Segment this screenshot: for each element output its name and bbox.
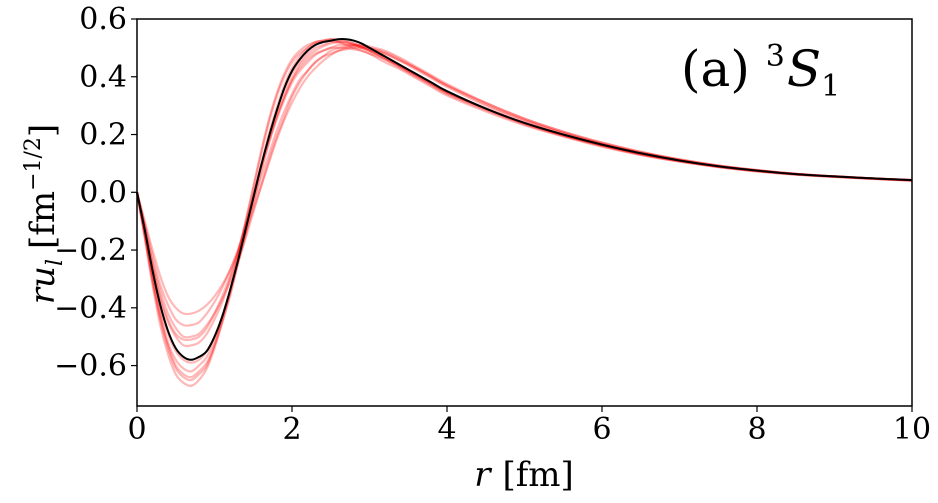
x-tick-label: 10: [893, 412, 931, 447]
x-tick-label: 4: [437, 412, 456, 447]
y-tick-label: −0.4: [54, 291, 127, 326]
y-axis-label-sub: l: [43, 259, 68, 266]
x-axis-label: r [fm]: [474, 455, 574, 495]
central-curve: [136, 38, 913, 361]
panel-annotation-sub: 1: [821, 69, 840, 104]
y-axis-label-unit-close: ]: [23, 124, 63, 137]
y-tick-label: −0.2: [54, 233, 127, 268]
y-tick-label: 0.0: [79, 175, 127, 210]
y-tick-label: −0.6: [54, 349, 127, 384]
y-axis-label-unit-sup: −1/2: [21, 137, 46, 191]
x-tick-label: 8: [747, 412, 766, 447]
y-axis-label: rul [fm−1/2]: [21, 124, 68, 304]
panel-annotation-base: S: [787, 40, 821, 98]
panel-annotation: (a) 3S1: [681, 39, 840, 104]
plot-frame: [136, 18, 913, 407]
band-curve-7: [135, 46, 913, 327]
y-axis-label-var2: u: [23, 266, 63, 288]
y-tick-label: 0.4: [79, 60, 127, 95]
band-curve-8: [135, 39, 913, 382]
y-axis-ticks: −0.6 −0.4 −0.2 0.0 0.2 0.4 0.6: [54, 2, 137, 384]
panel-annotation-sup: 3: [766, 39, 785, 74]
y-tick-label: 0.2: [79, 118, 127, 153]
x-axis-label-unit: [fm]: [502, 455, 573, 495]
x-tick-label: 0: [127, 412, 146, 447]
x-tick-label: 6: [592, 412, 611, 447]
x-axis-ticks: 0 2 4 6 8 10: [127, 406, 931, 447]
y-axis-label-unit-open: [fm: [23, 191, 63, 249]
y-tick-label: 0.6: [79, 2, 127, 37]
band-curve-3: [135, 43, 913, 339]
x-axis-label-var: r: [474, 455, 492, 495]
panel-annotation-prefix: (a): [681, 40, 766, 98]
x-tick-label: 2: [282, 412, 301, 447]
central-curve-line: [136, 38, 913, 361]
y-axis-label-var: r: [23, 286, 63, 304]
band-curve-1: [135, 38, 913, 387]
